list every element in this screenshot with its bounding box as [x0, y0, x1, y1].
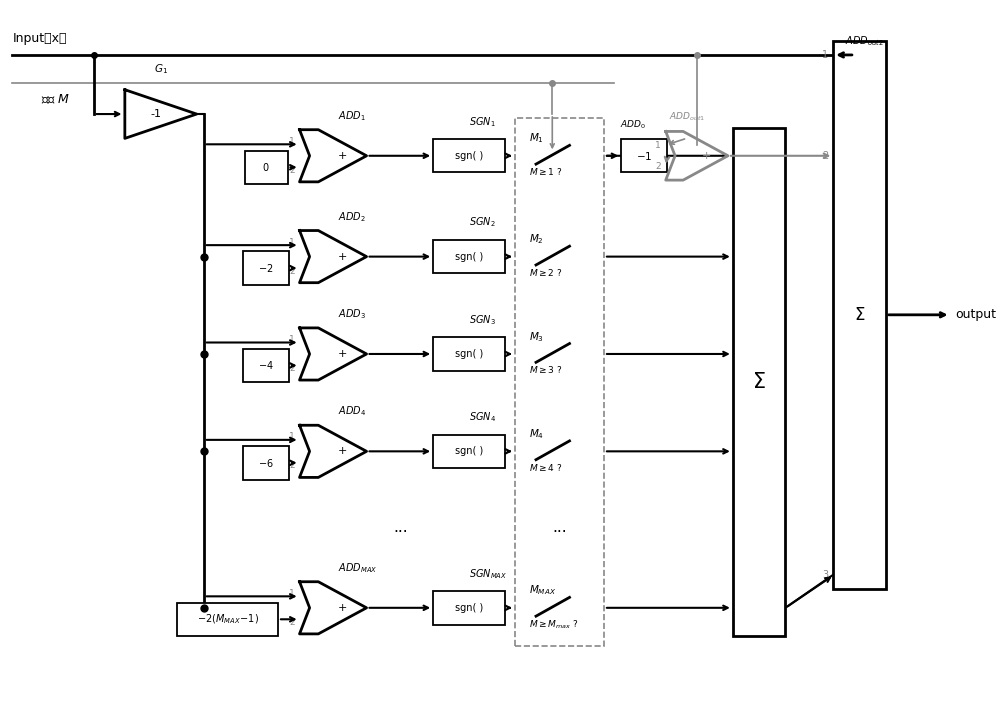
Bar [243, 252, 289, 285]
Text: $\Sigma$: $\Sigma$ [854, 306, 865, 324]
Bar [515, 118, 604, 646]
Text: 1: 1 [822, 50, 828, 60]
Text: $SGN_1$: $SGN_1$ [469, 115, 496, 129]
Text: +: + [338, 349, 347, 359]
Text: +: + [338, 252, 347, 261]
Text: $ADD_{out1}$: $ADD_{out1}$ [669, 111, 705, 123]
Text: 1: 1 [655, 141, 661, 149]
Text: $\Sigma$: $\Sigma$ [752, 372, 766, 392]
Text: sgn( ): sgn( ) [455, 151, 483, 161]
Bar [177, 603, 278, 636]
Text: +: + [338, 151, 347, 161]
Text: 1: 1 [289, 589, 295, 598]
Text: $ADD_1$: $ADD_1$ [338, 109, 366, 123]
Text: 1: 1 [289, 238, 295, 247]
Text: 2: 2 [655, 162, 661, 171]
Text: +: + [338, 603, 347, 613]
Text: $-6$: $-6$ [258, 457, 274, 469]
Text: $-2$: $-2$ [258, 262, 274, 274]
Text: sgn( ): sgn( ) [455, 349, 483, 359]
Text: 1: 1 [289, 137, 295, 146]
Bar [833, 41, 886, 589]
Bar [433, 591, 505, 625]
Text: 1: 1 [289, 433, 295, 441]
Bar [733, 128, 785, 636]
Text: 2: 2 [822, 151, 828, 161]
Text: $M$$\geq$4 ?: $M$$\geq$4 ? [529, 462, 563, 472]
Text: sgn( ): sgn( ) [455, 447, 483, 456]
Text: $SGN_4$: $SGN_4$ [469, 410, 496, 424]
Text: $ADD_{out2}$: $ADD_{out2}$ [845, 34, 884, 48]
Bar [243, 446, 289, 479]
Text: $M_1$: $M_1$ [529, 132, 544, 145]
Text: $G_1$: $G_1$ [154, 62, 168, 76]
Bar [433, 435, 505, 468]
Text: $M_3$: $M_3$ [529, 329, 544, 343]
Bar [245, 151, 288, 184]
Text: $ADD_3$: $ADD_3$ [338, 307, 366, 321]
Text: $ADD_4$: $ADD_4$ [338, 404, 366, 418]
Bar [433, 139, 505, 172]
Bar [433, 337, 505, 371]
Text: 1: 1 [289, 335, 295, 344]
Text: sgn( ): sgn( ) [455, 252, 483, 261]
Text: 信号 $M$: 信号 $M$ [41, 93, 70, 107]
Text: $M$$\geq$$M_{max}$ ?: $M$$\geq$$M_{max}$ ? [529, 618, 579, 631]
Text: ...: ... [394, 520, 408, 536]
Bar [243, 349, 289, 382]
Text: $-2(M_{MAX}\!-\!1)$: $-2(M_{MAX}\!-\!1)$ [197, 613, 259, 626]
Text: 2: 2 [289, 618, 295, 627]
Text: $SGN_{MAX}$: $SGN_{MAX}$ [469, 567, 507, 580]
Bar [433, 240, 505, 273]
Bar [621, 139, 667, 172]
Text: 2: 2 [289, 364, 295, 373]
Text: +: + [338, 447, 347, 456]
Text: $M_2$: $M_2$ [529, 233, 544, 246]
Text: $M_{MAX}$: $M_{MAX}$ [529, 584, 557, 597]
Text: $-1$: $-1$ [636, 150, 652, 162]
Text: $M$$\geq$3 ?: $M$$\geq$3 ? [529, 365, 563, 376]
Text: $M_4$: $M_4$ [529, 427, 544, 441]
Text: $ADD_0$: $ADD_0$ [620, 119, 646, 131]
Text: 3: 3 [822, 570, 828, 580]
Text: $ADD_{MAX}$: $ADD_{MAX}$ [338, 561, 377, 575]
Text: $SGN_2$: $SGN_2$ [469, 216, 496, 229]
Text: $-4$: $-4$ [258, 360, 274, 372]
Text: 2: 2 [289, 266, 295, 275]
Text: $0$: $0$ [262, 161, 270, 173]
Text: $ADD_2$: $ADD_2$ [338, 210, 366, 224]
Text: 2: 2 [289, 461, 295, 470]
Text: $M$$\geq$1 ?: $M$$\geq$1 ? [529, 166, 563, 177]
Text: 2: 2 [289, 166, 295, 175]
Text: $SGN_3$: $SGN_3$ [469, 313, 496, 327]
Text: -1: -1 [150, 109, 161, 119]
Text: $M$$\geq$2 ?: $M$$\geq$2 ? [529, 267, 563, 278]
Text: ...: ... [552, 520, 567, 536]
Text: sgn( ): sgn( ) [455, 603, 483, 613]
Text: +: + [702, 151, 711, 161]
Text: Input（x）: Input（x） [12, 32, 67, 44]
Text: output: output [955, 308, 996, 321]
